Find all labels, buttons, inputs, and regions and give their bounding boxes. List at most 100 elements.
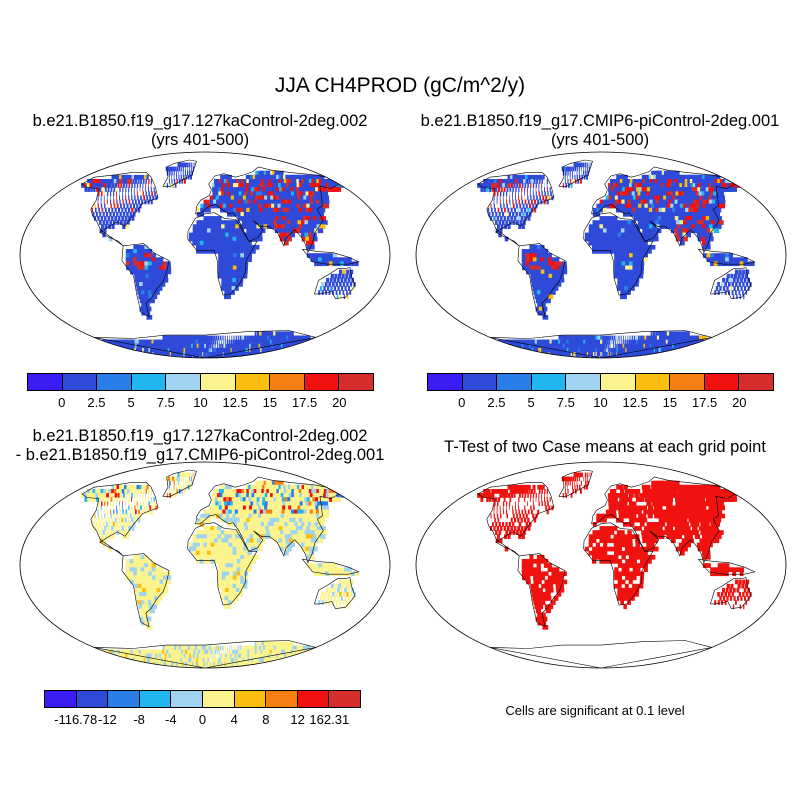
grid-cell xyxy=(264,212,270,217)
grid-cell xyxy=(603,347,605,353)
grid-cell xyxy=(147,509,150,515)
grid-cell xyxy=(131,174,135,180)
grid-cell xyxy=(134,183,136,188)
grid-cell xyxy=(320,534,326,539)
grid-cell xyxy=(98,517,100,523)
grid-cell xyxy=(146,315,153,320)
grid-cell xyxy=(121,207,124,213)
grid-cell xyxy=(729,277,733,283)
grid-cell xyxy=(693,212,700,217)
grid-cell xyxy=(268,526,274,531)
grid-cell xyxy=(296,228,302,234)
grid-cell xyxy=(234,199,240,205)
grid-cell xyxy=(535,183,537,188)
grid-cell xyxy=(577,162,580,168)
grid-cell xyxy=(252,335,256,341)
grid-cell xyxy=(243,649,247,655)
grid-cell xyxy=(691,224,697,229)
grid-cell xyxy=(633,339,637,345)
grid-cell xyxy=(135,509,137,515)
grid-cell xyxy=(673,212,679,217)
grid-cell xyxy=(569,174,571,180)
grid-cell xyxy=(639,240,645,246)
grid-cell xyxy=(187,480,189,486)
grid-cell xyxy=(116,174,121,180)
grid-cell xyxy=(631,228,637,234)
grid-cell xyxy=(276,220,282,225)
grid-cell xyxy=(507,179,511,184)
grid-cell xyxy=(106,195,108,201)
grid-cell xyxy=(289,538,295,544)
grid-cell xyxy=(602,199,607,205)
grid-cell xyxy=(211,343,213,349)
grid-cell xyxy=(227,484,232,490)
grid-cell xyxy=(245,195,251,201)
grid-cell xyxy=(129,567,134,572)
grid-cell xyxy=(133,253,138,258)
grid-cell xyxy=(717,257,722,262)
grid-cell xyxy=(238,513,244,519)
grid-cell xyxy=(155,269,161,275)
grid-cell xyxy=(147,567,153,572)
grid-cell xyxy=(509,199,511,205)
grid-cell xyxy=(148,559,153,564)
grid-cell xyxy=(196,224,201,229)
grid-cell xyxy=(203,534,208,539)
grid-cell xyxy=(109,220,113,225)
grid-cell xyxy=(183,484,185,490)
grid-cell xyxy=(191,480,193,486)
grid-cell xyxy=(221,282,226,287)
grid-cell xyxy=(655,220,661,225)
grid-cell xyxy=(345,583,349,589)
grid-cell xyxy=(598,343,601,349)
grid-cell xyxy=(619,343,622,349)
grid-cell xyxy=(199,236,204,242)
grid-cell xyxy=(275,207,282,213)
grid-cell xyxy=(299,203,307,209)
grid-cell xyxy=(128,195,130,201)
grid-cell xyxy=(247,550,252,556)
grid-cell xyxy=(191,170,193,176)
grid-cell xyxy=(235,501,241,507)
grid-cell xyxy=(294,220,300,225)
grid-cell xyxy=(639,339,643,345)
grid-cell xyxy=(201,335,205,341)
grid-cell xyxy=(260,538,266,544)
grid-cell xyxy=(215,501,220,507)
grid-cell xyxy=(329,567,334,572)
grid-cell xyxy=(240,563,245,568)
grid-cell xyxy=(348,583,352,589)
grid-cell xyxy=(739,261,744,267)
grid-cell xyxy=(650,244,656,250)
grid-cell xyxy=(274,203,280,209)
grid-cell xyxy=(235,592,240,597)
grid-cell xyxy=(260,212,266,217)
grid-cell xyxy=(280,522,287,527)
grid-cell xyxy=(222,339,224,345)
grid-cell xyxy=(230,522,235,527)
grid-cell xyxy=(272,526,278,531)
grid-cell xyxy=(536,249,541,254)
grid-cell xyxy=(495,212,498,217)
grid-cell xyxy=(662,220,668,225)
grid-cell xyxy=(155,195,158,201)
grid-cell xyxy=(617,282,622,287)
grid-cell xyxy=(222,645,224,651)
grid-cell xyxy=(646,191,652,197)
grid-cell xyxy=(643,240,648,246)
grid-cell xyxy=(108,224,112,229)
grid-cell xyxy=(248,530,254,535)
grid-cell xyxy=(627,220,632,225)
grid-cell xyxy=(225,563,230,568)
grid-cell xyxy=(250,542,255,548)
grid-cell xyxy=(224,645,226,651)
grid-cell xyxy=(559,273,564,279)
grid-cell xyxy=(113,199,115,205)
grid-cell xyxy=(221,538,226,544)
grid-cell xyxy=(199,244,204,250)
grid-cell xyxy=(116,212,119,217)
grid-cell xyxy=(336,567,341,572)
grid-cell xyxy=(624,232,630,238)
grid-cell xyxy=(637,191,643,197)
grid-cell xyxy=(280,203,287,209)
